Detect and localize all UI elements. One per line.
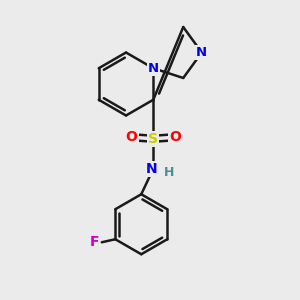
Text: F: F [89, 235, 99, 249]
Text: N: N [146, 162, 158, 176]
Text: N: N [196, 46, 207, 59]
Text: H: H [164, 166, 174, 179]
Text: N: N [148, 62, 159, 75]
Text: O: O [126, 130, 138, 144]
Text: O: O [169, 130, 181, 144]
Text: S: S [148, 132, 158, 146]
